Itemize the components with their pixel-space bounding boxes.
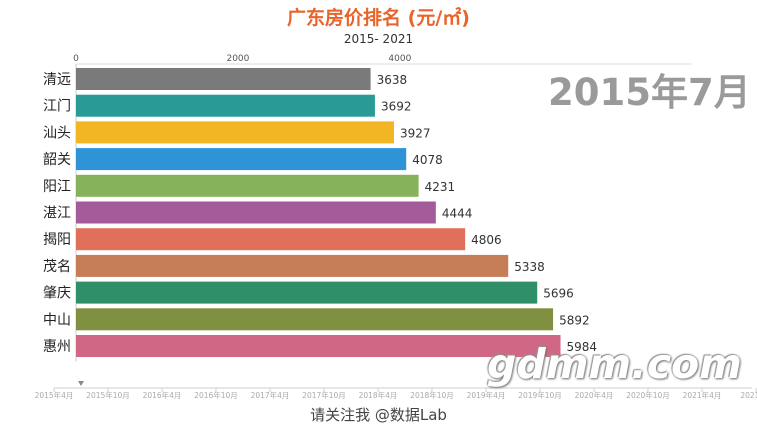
- bar: [76, 335, 561, 357]
- category-label: 韶关: [43, 152, 71, 168]
- category-label: 肇庆: [43, 286, 71, 302]
- data-label: 5696: [543, 287, 574, 301]
- bar: [76, 254, 509, 277]
- data-label: 3692: [381, 100, 412, 114]
- bar: [76, 201, 436, 224]
- data-label: 5338: [514, 260, 545, 274]
- category-label: 清远: [43, 72, 71, 88]
- timeline-tick-label: 2017年10月: [302, 390, 346, 400]
- timeline-tick-label: 2018年10月: [410, 390, 454, 400]
- timeline-marker: [78, 381, 84, 386]
- category-label: 阳江: [43, 179, 71, 195]
- timeline-tick-label: 2015年10月: [86, 390, 130, 400]
- timeline-tick-label: 2021年4月: [683, 390, 722, 400]
- bar: [76, 148, 407, 171]
- chart-subtitle: 2015- 2021: [343, 32, 414, 46]
- watermark-text: gdmm.com: [487, 340, 742, 388]
- category-label: 汕头: [43, 125, 71, 141]
- footer-credit: 请关注我 @数据Lab: [310, 406, 447, 424]
- bar: [76, 308, 554, 331]
- chart-title: 广东房价排名 (元/㎡): [287, 7, 470, 29]
- data-label: 4231: [425, 180, 456, 194]
- data-label: 3638: [377, 73, 408, 87]
- x-tick-label: 4000: [388, 54, 411, 64]
- timeline-tick-label: 2016年10月: [194, 390, 238, 400]
- timeline-tick-label: 2015年4月: [35, 390, 74, 400]
- data-label: 5984: [567, 340, 598, 354]
- data-label: 4444: [442, 207, 473, 221]
- bar: [76, 174, 419, 197]
- x-tick-label: 0: [73, 54, 79, 64]
- category-label: 茂名: [43, 258, 71, 275]
- bar: [76, 94, 375, 117]
- bar: [76, 281, 538, 304]
- timeline-tick-label: 2018年4月: [359, 390, 398, 400]
- timeline-tick-label: 2019年4月: [467, 390, 506, 400]
- category-label: 湛江: [43, 206, 71, 222]
- period-label: 2015年7月: [548, 71, 751, 114]
- bar: [76, 68, 371, 90]
- timeline-tick-label: 2020年4月: [575, 390, 614, 400]
- category-label: 揭阳: [43, 232, 71, 248]
- data-label: 5892: [559, 313, 590, 327]
- data-label: 3927: [400, 126, 431, 140]
- timeline-tick-label: 2020年10月: [626, 390, 670, 400]
- timeline-tick-label: 2016年4月: [143, 390, 182, 400]
- timeline-tick-label: 2017年4月: [251, 390, 290, 400]
- x-tick-label: 2000: [226, 54, 249, 64]
- timeline-tick-label: 2019年10月: [518, 390, 562, 400]
- data-label: 4078: [412, 153, 443, 167]
- category-label: 江门: [43, 99, 71, 115]
- category-label: 中山: [43, 312, 71, 328]
- bar: [76, 228, 466, 251]
- data-label: 4806: [471, 233, 502, 247]
- bar: [76, 121, 394, 144]
- timeline-tick-label: 2021年1: [740, 390, 757, 400]
- category-label: 惠州: [43, 339, 71, 355]
